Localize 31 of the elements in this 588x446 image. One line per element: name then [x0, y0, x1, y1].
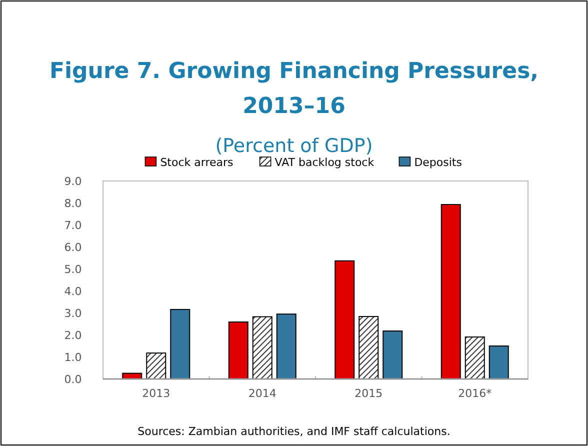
bar — [440, 204, 461, 380]
y-tick-label: 5.0 — [64, 263, 82, 276]
bar — [464, 336, 485, 380]
x-tick-label: 2014 — [248, 387, 276, 400]
y-tick-label: 3.0 — [64, 307, 82, 320]
bar — [252, 316, 272, 380]
y-tick-label: 6.0 — [64, 241, 82, 254]
x-tick-label: 2016* — [458, 387, 492, 400]
legend-label: VAT backlog stock — [274, 156, 375, 169]
bar — [382, 330, 403, 380]
source-note: Sources: Zambian authorities, and IMF staff calculations. — [138, 425, 450, 438]
x-tick-label: 2013 — [142, 387, 170, 400]
bar — [170, 308, 190, 380]
y-tick-label: 7.0 — [64, 219, 82, 232]
x-tick-label: 2015 — [354, 387, 383, 400]
y-tick-label: 8.0 — [64, 197, 82, 210]
chart-subtitle: (Percent of GDP) — [215, 135, 373, 157]
bar — [276, 314, 296, 380]
bar — [146, 352, 166, 380]
bar — [228, 322, 248, 380]
legend-label: Stock arrears — [160, 156, 234, 169]
legend-label: Deposits — [414, 156, 462, 169]
y-tick-label: 2.0 — [64, 329, 82, 342]
chart-title: Figure 7. Growing Financing Pressures, 2013–16 — [49, 59, 539, 119]
bar — [358, 316, 379, 380]
y-tick-label: 0.0 — [64, 373, 82, 386]
y-tick-label: 4.0 — [64, 285, 82, 298]
y-tick-label: 1.0 — [64, 351, 82, 364]
y-tick-label: 9.0 — [64, 175, 82, 188]
bar — [488, 346, 509, 380]
bar — [334, 260, 355, 380]
